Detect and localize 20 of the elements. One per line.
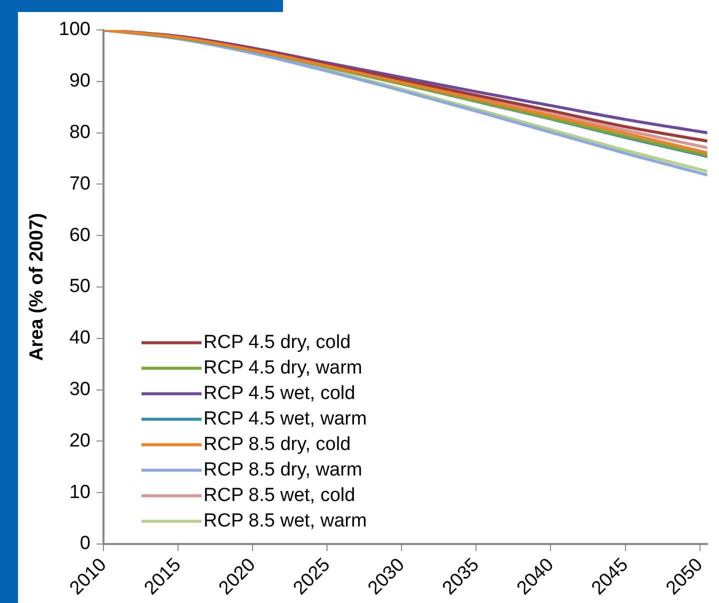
y-tick-label: 60 — [69, 224, 90, 246]
y-tick-label: 30 — [69, 379, 90, 400]
legend-label: RCP 4.5 dry, warm — [204, 357, 362, 378]
y-axis-title: Area (% of 2007) — [26, 213, 48, 361]
legend-label: RCP 4.5 wet, cold — [204, 382, 356, 404]
legend-label: RCP 8.5 dry, cold — [204, 434, 351, 455]
y-tick-label: 40 — [69, 328, 90, 349]
y-tick-label: 0 — [80, 533, 90, 554]
legend-label: RCP 8.5 wet, cold — [204, 484, 356, 506]
y-tick-label: 80 — [69, 122, 90, 144]
y-tick-label: 90 — [69, 70, 90, 92]
y-tick-label: 100 — [58, 19, 90, 40]
legend-label: RCP 8.5 wet, warm — [204, 510, 367, 532]
y-tick-label: 50 — [69, 276, 90, 298]
y-tick-label: 70 — [69, 173, 90, 194]
y-tick-label: 20 — [69, 430, 90, 452]
legend-label: RCP 4.5 dry, cold — [204, 332, 351, 353]
legend-label: RCP 4.5 wet, warm — [204, 408, 367, 430]
legend-label: RCP 8.5 dry, warm — [204, 459, 362, 480]
y-tick-label: 10 — [69, 482, 90, 503]
